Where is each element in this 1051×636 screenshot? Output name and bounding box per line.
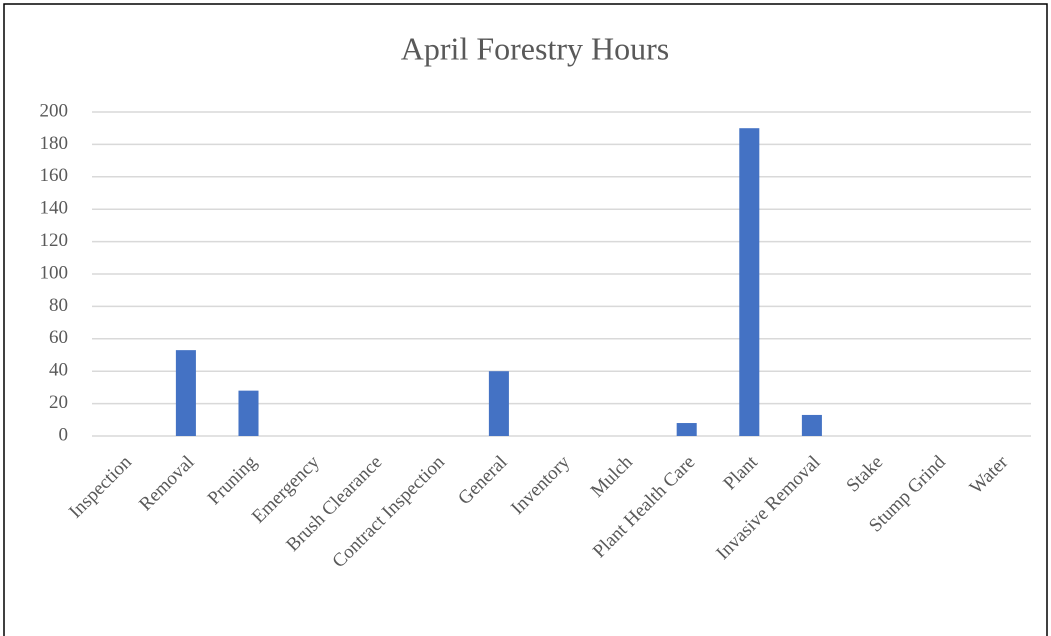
y-tick-label: 80: [49, 295, 68, 316]
y-tick-label: 60: [49, 327, 68, 348]
y-tick-label: 40: [49, 360, 68, 381]
bar: [175, 350, 196, 436]
y-tick-label: 20: [49, 392, 68, 413]
bar: [739, 128, 760, 436]
y-tick-label: 0: [59, 424, 69, 445]
bar: [488, 371, 509, 436]
y-tick-label: 120: [40, 230, 69, 251]
bar: [676, 423, 697, 436]
chart-title: April Forestry Hours: [401, 30, 669, 66]
y-tick-label: 180: [40, 133, 69, 154]
y-tick-label: 160: [40, 165, 69, 186]
y-tick-label: 200: [40, 100, 69, 121]
chart-frame: [3, 3, 1048, 636]
y-tick-label: 100: [40, 262, 69, 283]
y-tick-label: 140: [40, 198, 69, 219]
bar: [238, 390, 259, 436]
bar: [801, 414, 822, 436]
